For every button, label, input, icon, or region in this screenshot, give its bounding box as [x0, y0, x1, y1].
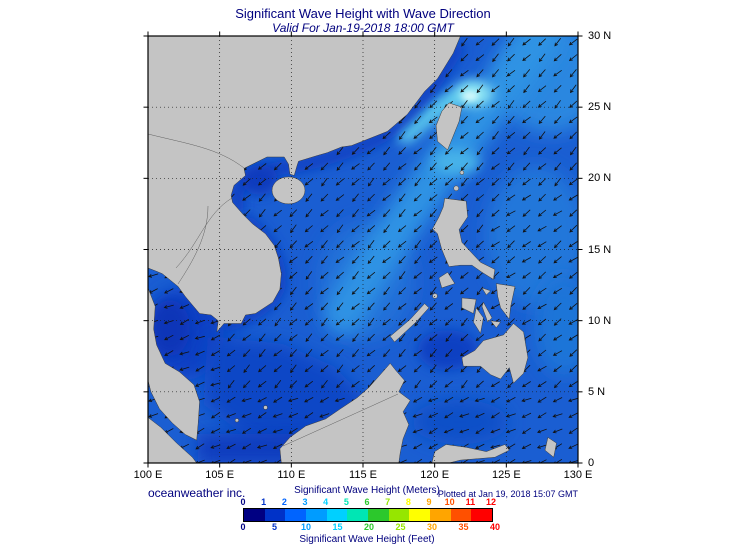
credit-text: oceanweather inc.	[148, 486, 246, 500]
lon-tick-label: 115 E	[349, 469, 377, 481]
land-bohol	[490, 320, 501, 329]
map-panel	[142, 30, 584, 469]
colorbar-feet-label: Significant Wave Height (Feet)	[299, 534, 435, 545]
colorbar-meters-tick: 1	[261, 497, 267, 507]
lon-tick-label: 105 E	[205, 469, 235, 481]
colorbar-feet-tick: 30	[426, 522, 437, 532]
lat-tick-label: 5 N	[588, 385, 606, 398]
colorbar-segment	[409, 509, 431, 521]
colorbar-meters-tick: 3	[302, 497, 308, 507]
land-halmahera	[544, 437, 557, 458]
colorbar-segment	[285, 509, 307, 521]
colorbar-segment	[450, 509, 472, 521]
colorbar-segment	[306, 509, 327, 521]
lon-tick-label: 100 E	[133, 469, 163, 481]
colorbar-meters-tick: 11	[465, 497, 476, 507]
lon-tick-label: 110 E	[277, 469, 306, 481]
lat-tick-label: 30 N	[588, 30, 612, 42]
colorbar-meters-tick: 12	[485, 497, 496, 507]
colorbar-feet-tick: 40	[489, 522, 500, 532]
land-mindanao	[461, 323, 529, 384]
land-hainan	[271, 176, 306, 205]
colorbar-feet-tick: 5	[271, 522, 277, 532]
colorbar-meters-tick: 10	[444, 497, 455, 507]
colorbar-segment	[430, 509, 451, 521]
plotted-timestamp: Plotted at Jan 19, 2018 15:07 GMT	[437, 489, 578, 499]
colorbar-feet-ticks: 0 5 10 15 20 25 30 35 40	[240, 522, 499, 532]
longitude-axis: 100 E 105 E 110 E 115 E 120 E 125 E 130 E	[134, 469, 593, 483]
colorbar-segment	[264, 509, 286, 521]
land-luzon	[432, 198, 496, 280]
land-negros	[473, 307, 484, 334]
colorbar-feet-tick: 20	[363, 522, 374, 532]
land-china-indochina	[148, 36, 461, 333]
colorbar-feet-tick: 35	[458, 522, 469, 532]
land-mindoro	[438, 272, 456, 289]
colorbar-meters-tick: 2	[281, 497, 287, 507]
lat-tick-label: 0	[588, 457, 595, 469]
colorbar-segment	[471, 509, 493, 521]
lon-tick-label: 125 E	[491, 469, 521, 481]
land-cebu	[481, 301, 493, 323]
colorbar	[243, 508, 493, 522]
colorbar-feet-tick: 25	[395, 522, 406, 532]
colorbar-feet-tick: 10	[300, 522, 311, 532]
lat-tick-label: 10 N	[588, 314, 612, 327]
land-malay-peninsula	[148, 287, 200, 441]
colorbar-segment	[368, 509, 389, 521]
colorbar-meters-tick: 6	[364, 497, 370, 507]
land-masbate	[481, 287, 491, 296]
land-palawan	[389, 303, 430, 343]
land-sulawesi	[431, 444, 510, 463]
colorbar-segment	[347, 509, 369, 521]
colorbar-meters-label: Significant Wave Height (Meters)	[294, 485, 440, 496]
wave-map	[143, 31, 583, 468]
land-borneo	[279, 363, 411, 463]
latitude-axis: 30 N 25 N 20 N 15 N 10 N 5 N 0	[586, 30, 630, 469]
land-panay	[461, 297, 477, 314]
chart-valid-time: Valid For Jan-19-2018 18:00 GMT	[272, 21, 454, 35]
colorbar-feet-tick: 15	[332, 522, 343, 532]
colorbar-segment	[388, 509, 410, 521]
land-babuyan-island	[459, 170, 465, 175]
colorbar-meters-tick: 7	[385, 497, 391, 507]
colorbar-segment	[244, 509, 265, 521]
colorbar-meters-tick: 0	[240, 497, 246, 507]
colorbar-meters-tick: 4	[323, 497, 329, 507]
axis-tick-marks	[143, 31, 583, 468]
land-sumatra	[148, 417, 197, 463]
colorbar-meters-ticks: 0 1 2 3 4 5 6 7 8 9 10 11 12	[240, 497, 496, 507]
land-anambas-island	[234, 418, 239, 423]
lat-tick-label: 15 N	[588, 243, 612, 256]
colorbar-meters-tick: 9	[426, 497, 432, 507]
land-layer	[148, 36, 557, 463]
land-batan-island	[453, 185, 459, 192]
lon-tick-label: 130 E	[563, 469, 593, 481]
lon-tick-label: 120 E	[420, 469, 450, 481]
colorbar-meters-tick: 8	[405, 497, 411, 507]
colorbar-meters-tick: 5	[343, 497, 349, 507]
map-frame	[147, 35, 579, 464]
land-taiwan	[435, 102, 463, 151]
land-samar-leyte	[496, 283, 516, 320]
land-natuna-island	[263, 405, 268, 410]
chart-title: Significant Wave Height with Wave Direct…	[235, 6, 491, 21]
lat-tick-label: 25 N	[588, 101, 612, 114]
colorbar-feet-tick: 0	[240, 522, 246, 532]
lat-tick-label: 20 N	[588, 172, 612, 185]
colorbar-segment	[326, 509, 348, 521]
country-borders	[148, 133, 399, 447]
